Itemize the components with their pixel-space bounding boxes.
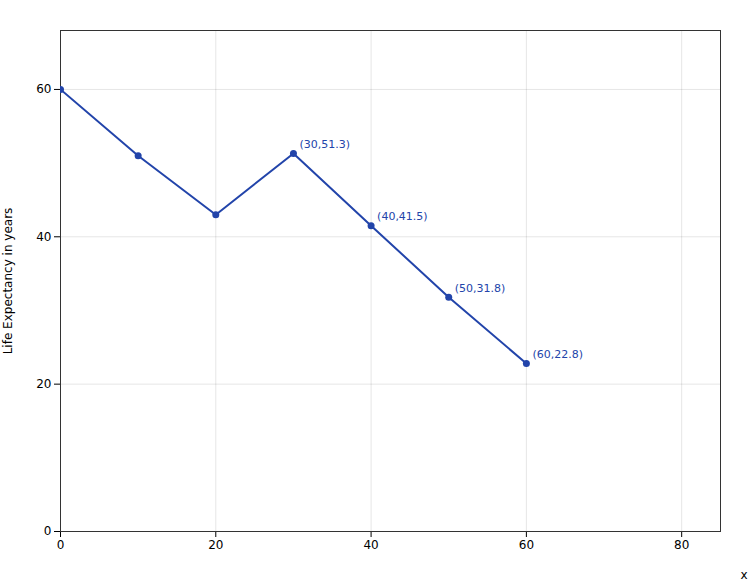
svg-text:x: x xyxy=(740,568,747,581)
svg-text:40: 40 xyxy=(36,230,51,244)
svg-text:Life Expectancy in years: Life Expectancy in years xyxy=(1,208,15,355)
svg-text:0: 0 xyxy=(57,538,65,552)
svg-text:20: 20 xyxy=(36,377,51,391)
svg-text:(60,22.8): (60,22.8) xyxy=(532,348,583,361)
svg-text:(50,31.8): (50,31.8) xyxy=(455,282,506,295)
svg-text:(30,51.3): (30,51.3) xyxy=(299,138,350,151)
svg-text:(40,41.5): (40,41.5) xyxy=(377,210,428,223)
svg-text:80: 80 xyxy=(674,538,689,552)
svg-text:20: 20 xyxy=(208,538,223,552)
svg-text:60: 60 xyxy=(36,82,51,96)
svg-text:60: 60 xyxy=(519,538,534,552)
svg-text:0: 0 xyxy=(44,524,52,538)
svg-text:40: 40 xyxy=(363,538,378,552)
